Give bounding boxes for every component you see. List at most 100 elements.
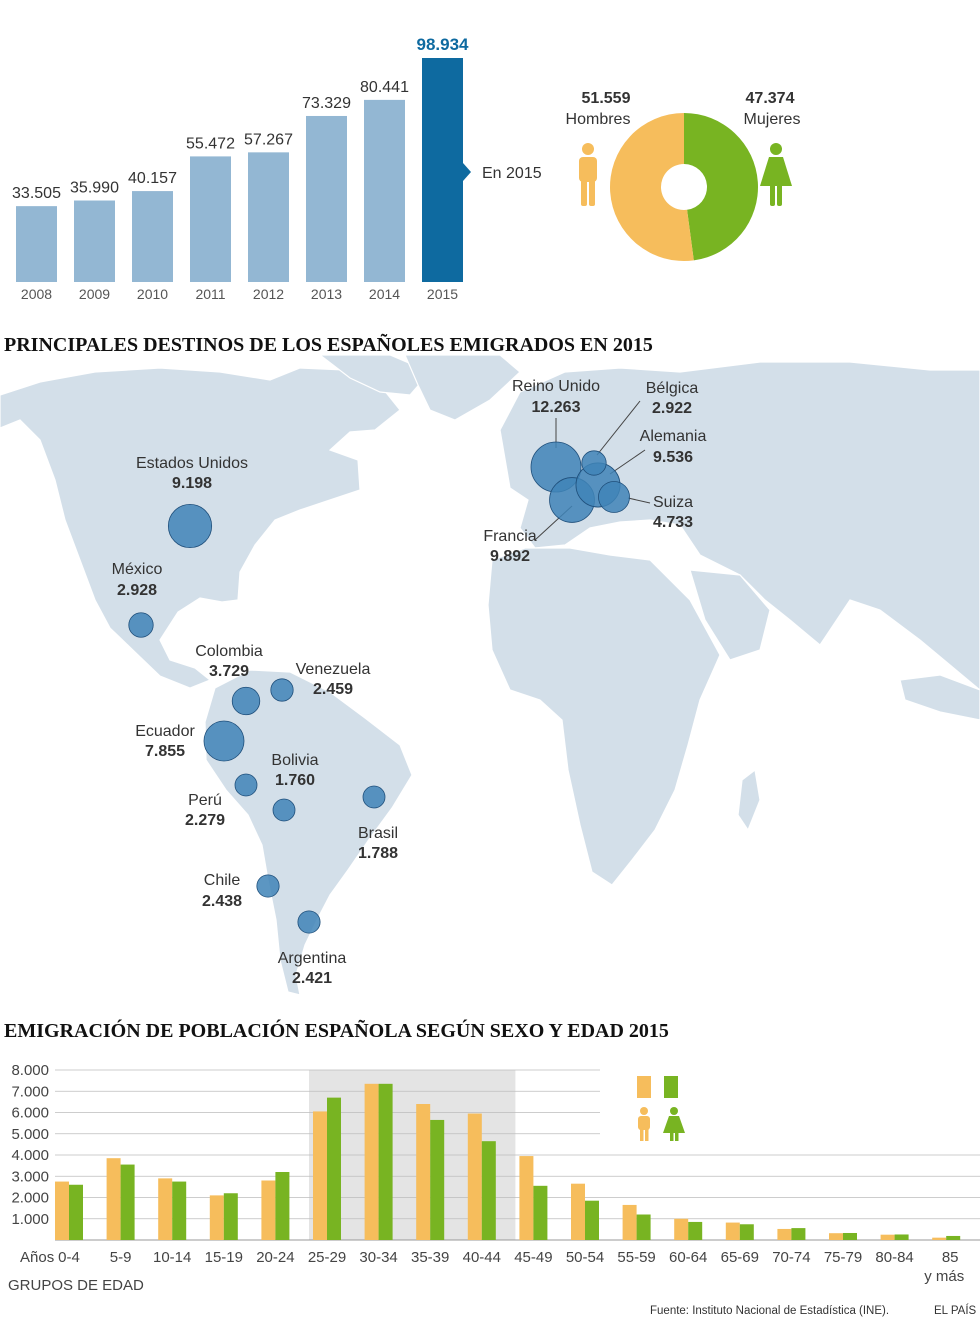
age-bar-hombres <box>519 1156 534 1240</box>
bubble-value-peru: 2.279 <box>185 812 225 829</box>
arabia-land <box>689 569 771 661</box>
bubble-label-suiza: Suiza <box>653 494 693 511</box>
age-bar-hombres <box>880 1234 895 1240</box>
bubble-label-belgica: Bélgica <box>646 380 699 397</box>
woman-icon <box>760 143 792 206</box>
bubble-belgica <box>581 450 607 476</box>
age-bar-mujeres <box>223 1193 238 1240</box>
year-bar-value: 73.329 <box>302 95 351 112</box>
leader-line-suiza <box>627 497 651 504</box>
age-bar-hombres <box>932 1237 947 1240</box>
year-bar-value: 55.472 <box>186 135 235 152</box>
bubble-chile <box>256 874 280 898</box>
hombres-value: 51.559 <box>582 90 631 107</box>
age-bar-hombres <box>106 1158 121 1240</box>
year-bar-value: 98.934 <box>417 35 470 54</box>
year-tick-label: 2011 <box>195 286 225 302</box>
age-bar-mujeres <box>791 1228 806 1240</box>
age-bar-hombres <box>467 1113 482 1240</box>
age-bar-hombres <box>725 1222 740 1240</box>
leader-line-alemania <box>609 449 646 475</box>
age-tick-label: 5-9 <box>110 1249 132 1266</box>
age-chart-title: EMIGRACIÓN DE POBLACIÓN ESPAÑOLA SEGÚN S… <box>4 1018 669 1042</box>
arctic-islands <box>318 354 431 396</box>
y-tick-label: 5.000 <box>11 1126 49 1143</box>
hombres-label: Hombres <box>566 111 631 128</box>
donut-slice-mujeres <box>684 113 759 261</box>
world-map <box>0 354 980 996</box>
bubble-ecuador <box>203 720 245 762</box>
year-bar-value: 33.505 <box>12 185 61 202</box>
y-tick-label: 2.000 <box>11 1190 49 1207</box>
age-bar-hombres <box>55 1181 69 1240</box>
y-tick-label: 1.000 <box>11 1211 49 1228</box>
age-tick-label: 30-34 <box>359 1249 397 1266</box>
age-bar-mujeres <box>533 1185 548 1240</box>
bubble-label-venezuela: Venezuela <box>296 661 371 678</box>
age-tick-label: 40-44 <box>463 1249 501 1266</box>
bubble-mexico <box>128 612 154 638</box>
bubble-value-estados-unidos: 9.198 <box>172 475 212 492</box>
bubble-peru <box>234 773 258 797</box>
legend-woman-icon <box>663 1107 685 1141</box>
year-bar-2010 <box>132 191 173 282</box>
bubble-colombia <box>231 686 261 716</box>
age-bar-mujeres <box>894 1234 909 1240</box>
age-sex-bar-chart: 1.000 2.000 3.000 4.000 5.000 6.000 7.000 8.000… <box>11 1062 980 1285</box>
bubble-label-bolivia: Bolivia <box>271 752 318 769</box>
age-bar-mujeres <box>275 1172 290 1240</box>
legend-swatch-mujeres <box>664 1076 678 1098</box>
age-tick-label: 55-59 <box>617 1249 655 1266</box>
bubble-value-colombia: 3.729 <box>209 663 249 680</box>
madagascar-land <box>737 768 761 832</box>
bubble-value-belgica: 2.922 <box>652 400 692 417</box>
age-bar-mujeres <box>430 1119 445 1240</box>
bubble-bolivia <box>272 798 296 822</box>
age-tick-label: 80-84 <box>875 1249 913 1266</box>
age-bar-hombres <box>829 1233 843 1240</box>
bubble-value-bolivia: 1.760 <box>275 772 315 789</box>
bubble-argentina <box>297 910 321 934</box>
age-tick-label: 50-54 <box>566 1249 604 1266</box>
africa-land <box>487 547 721 886</box>
man-icon <box>579 143 597 206</box>
age-x-axis-label: GRUPOS DE EDAD <box>8 1277 144 1294</box>
age-tick-label-cont: y más <box>924 1268 964 1285</box>
year-bar-2015 <box>422 58 463 282</box>
mujeres-value: 47.374 <box>746 90 795 107</box>
age-tick-label: 20-24 <box>256 1249 294 1266</box>
age-bar-mujeres <box>946 1235 961 1240</box>
year-tick-label: 2015 <box>427 286 458 302</box>
bubble-label-reino-unido: Reino Unido <box>512 378 600 395</box>
age-tick-label: 45-49 <box>514 1249 552 1266</box>
age-bar-mujeres <box>481 1141 496 1240</box>
legend-man-icon <box>638 1107 650 1141</box>
year-tick-label: 2008 <box>21 286 52 302</box>
bubble-value-brasil: 1.788 <box>358 845 398 862</box>
age-bar-mujeres <box>327 1097 341 1240</box>
y-tick-label: 8.000 <box>11 1062 49 1079</box>
bubble-value-reino-unido: 12.263 <box>532 399 581 416</box>
bubble-label-peru: Perú <box>188 792 222 809</box>
age-bar-mujeres <box>843 1232 857 1240</box>
bubble-label-ecuador: Ecuador <box>135 723 195 740</box>
bubble-value-francia: 9.892 <box>490 548 530 565</box>
year-bar-value: 57.267 <box>244 131 293 148</box>
age-bar-hombres <box>571 1183 585 1240</box>
year-tick-label: 2013 <box>311 286 342 302</box>
donut-slice-hombres <box>610 113 694 261</box>
year-tick-label: 2010 <box>137 286 168 302</box>
bubble-value-suiza: 4.733 <box>653 514 693 531</box>
year-bar-value: 80.441 <box>360 79 409 96</box>
year-bar-value: 40.157 <box>128 170 177 187</box>
bubble-value-venezuela: 2.459 <box>313 681 353 698</box>
bubble-value-mexico: 2.928 <box>117 582 157 599</box>
y-tick-label: 6.000 <box>11 1105 49 1122</box>
bubble-suiza <box>598 481 630 513</box>
age-tick-label: 70-74 <box>772 1249 810 1266</box>
southeast-asia-islands <box>899 674 980 721</box>
leader-line-belgica <box>596 400 641 456</box>
age-bar-mujeres <box>69 1184 83 1240</box>
bubble-venezuela <box>270 678 294 702</box>
age-bar-hombres <box>209 1195 224 1240</box>
